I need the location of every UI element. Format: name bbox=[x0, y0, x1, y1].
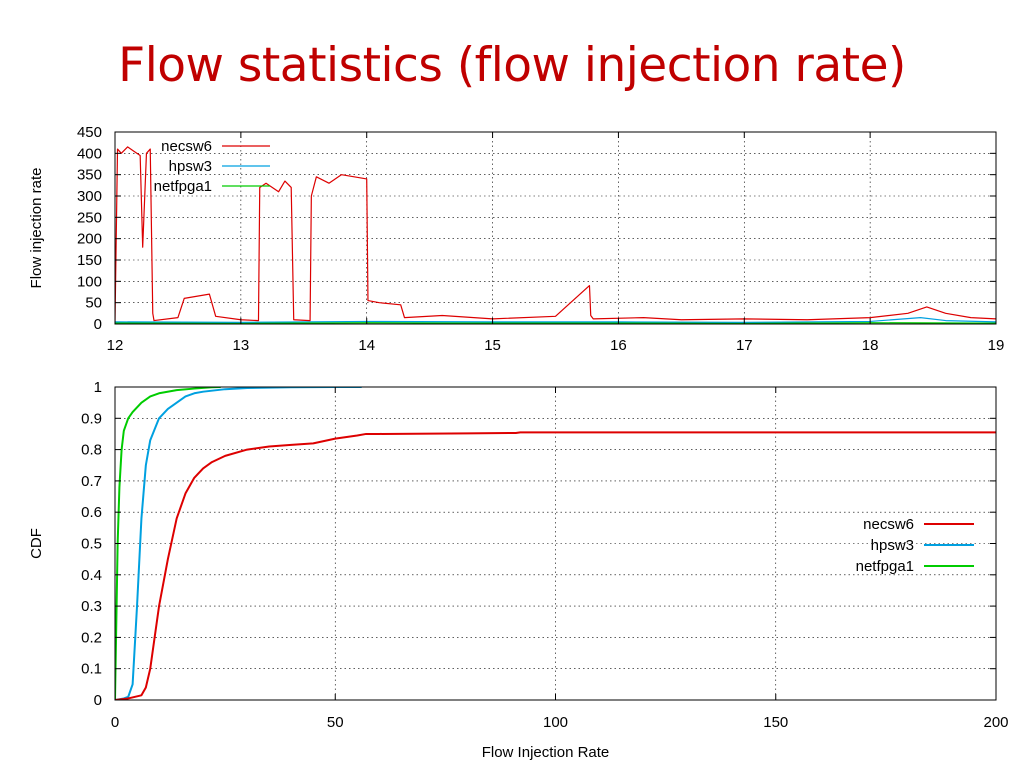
top-ytick-label: 150 bbox=[77, 252, 102, 269]
top-xtick-label: 17 bbox=[736, 337, 753, 354]
cdf-ytick-label: 0.4 bbox=[81, 567, 102, 584]
top-ytick-label: 50 bbox=[85, 295, 102, 312]
cdf-ytick-label: 0.2 bbox=[81, 629, 102, 646]
top-xtick-label: 16 bbox=[610, 337, 627, 354]
cdf-ytick-label: 0.7 bbox=[81, 473, 102, 490]
top-ytick-label: 100 bbox=[77, 273, 102, 290]
cdf-series-hpsw3 bbox=[115, 387, 362, 700]
cdf-ytick-label: 0.9 bbox=[81, 410, 102, 427]
cdf-ytick-label: 0 bbox=[94, 692, 102, 709]
cdf-ytick-label: 0.5 bbox=[81, 536, 102, 553]
cdf-ytick-label: 1 bbox=[94, 379, 102, 396]
top-series-hpsw3 bbox=[115, 317, 996, 323]
cdf-series-necsw6 bbox=[115, 431, 996, 700]
bottom-chart-cdf: 0 0.1 0.2 0.3 0.4 0.5 0.6 0.7 0.8 0.9 1 0 50 100 150 20… bbox=[28, 379, 1009, 761]
top-ytick-label: 300 bbox=[77, 188, 102, 205]
top-chart-flow-injection-rate: 0 50 100 150 200 250 300 350 400 450 12 13 14 15 16 17 1… bbox=[28, 124, 1004, 354]
top-legend-label-necsw6: necsw6 bbox=[161, 138, 212, 155]
cdf-xlabel: Flow Injection Rate bbox=[482, 744, 610, 761]
top-ytick-label: 200 bbox=[77, 231, 102, 248]
cdf-series-netfpga1 bbox=[115, 387, 221, 700]
cdf-xtick-label: 0 bbox=[111, 714, 119, 731]
top-ylabel: Flow injection rate bbox=[28, 168, 45, 289]
cdf-xtick-label: 100 bbox=[543, 714, 568, 731]
top-ytick-label: 250 bbox=[77, 209, 102, 226]
cdf-xtick-label: 50 bbox=[327, 714, 344, 731]
top-ytick-label: 400 bbox=[77, 145, 102, 162]
top-xtick-label: 18 bbox=[862, 337, 879, 354]
cdf-xtick-label: 200 bbox=[983, 714, 1008, 731]
top-xtick-label: 12 bbox=[107, 337, 124, 354]
top-xtick-label: 13 bbox=[233, 337, 250, 354]
top-ytick-label: 350 bbox=[77, 167, 102, 184]
top-series-necsw6 bbox=[115, 146, 996, 322]
cdf-ylabel: CDF bbox=[28, 528, 45, 559]
cdf-ytick-label: 0.6 bbox=[81, 504, 102, 521]
top-xtick-label: 14 bbox=[358, 337, 375, 354]
top-ytick-label: 450 bbox=[77, 124, 102, 141]
cdf-ytick-label: 0.8 bbox=[81, 442, 102, 459]
cdf-ytick-label: 0.1 bbox=[81, 661, 102, 678]
top-ytick-label: 0 bbox=[94, 316, 102, 333]
cdf-xtick-label: 150 bbox=[763, 714, 788, 731]
top-legend-label-netfpga1: netfpga1 bbox=[154, 178, 212, 195]
cdf-ytick-label: 0.3 bbox=[81, 598, 102, 615]
top-legend-label-hpsw3: hpsw3 bbox=[169, 158, 212, 175]
cdf-legend-label-netfpga1: netfpga1 bbox=[856, 558, 914, 575]
cdf-legend-label-hpsw3: hpsw3 bbox=[871, 537, 914, 554]
top-xtick-label: 19 bbox=[988, 337, 1005, 354]
top-xtick-label: 15 bbox=[484, 337, 501, 354]
slide-title: Flow statistics (flow injection rate) bbox=[118, 38, 906, 93]
top-plot-frame bbox=[114, 131, 997, 325]
cdf-legend-label-necsw6: necsw6 bbox=[863, 516, 914, 533]
